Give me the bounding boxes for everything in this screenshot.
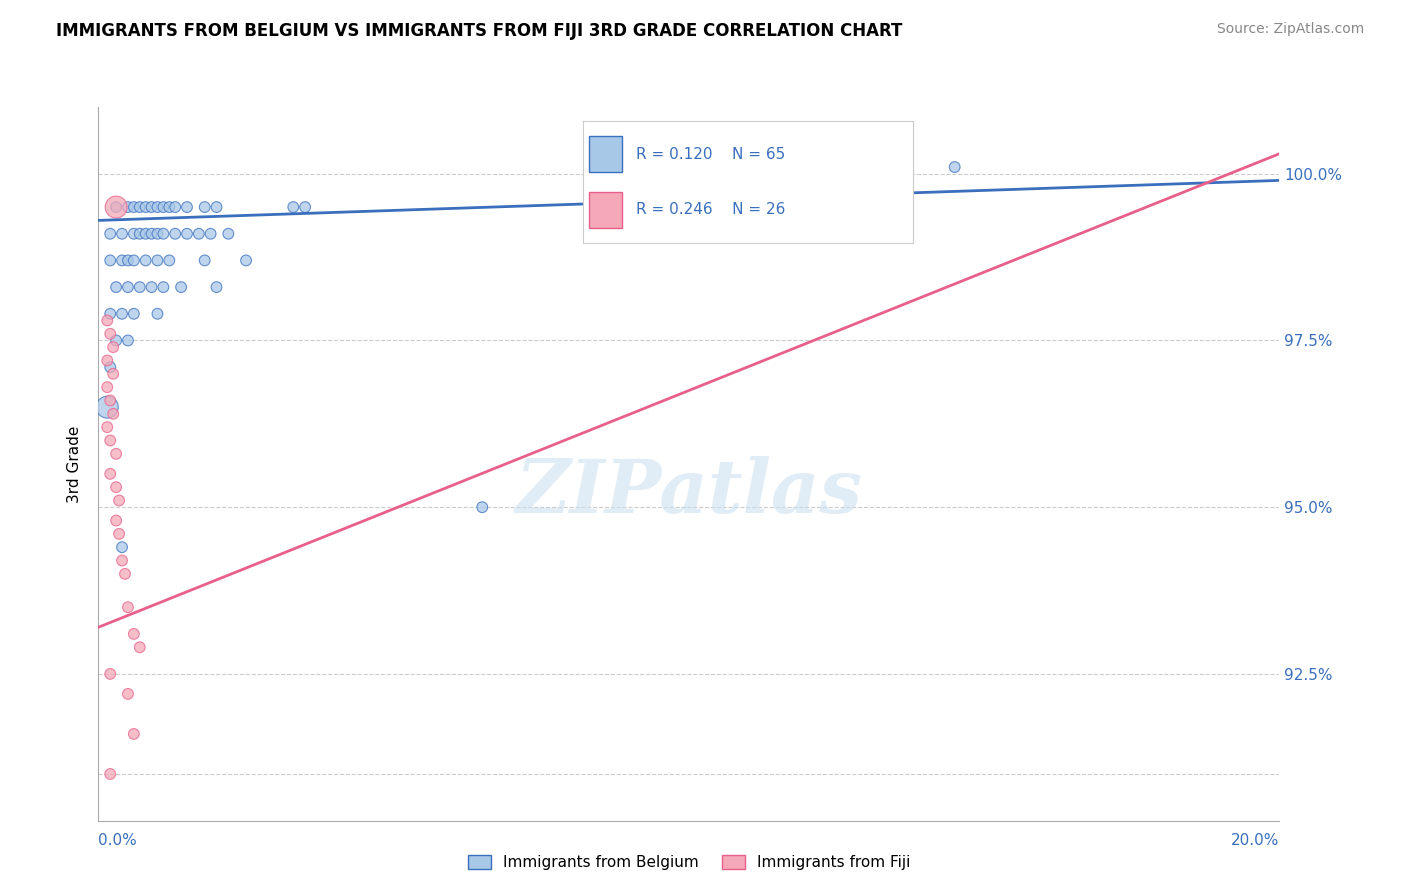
Immigrants from Belgium: [117, 280, 139, 294]
Immigrants from Fiji: [98, 667, 121, 681]
Immigrants from Belgium: [146, 253, 169, 268]
Immigrants from Fiji: [117, 687, 139, 701]
Immigrants from Belgium: [146, 200, 169, 214]
Immigrants from Fiji: [103, 367, 125, 381]
Text: 20.0%: 20.0%: [1232, 832, 1279, 847]
Immigrants from Fiji: [114, 566, 136, 581]
Immigrants from Fiji: [105, 480, 128, 494]
Immigrants from Fiji: [105, 514, 128, 528]
Immigrants from Belgium: [146, 307, 169, 321]
Immigrants from Belgium: [135, 227, 157, 241]
Immigrants from Belgium: [170, 280, 193, 294]
Immigrants from Fiji: [108, 527, 131, 541]
Immigrants from Belgium: [98, 307, 121, 321]
Legend: Immigrants from Belgium, Immigrants from Fiji: Immigrants from Belgium, Immigrants from…: [468, 855, 910, 870]
Immigrants from Belgium: [111, 307, 134, 321]
Immigrants from Belgium: [283, 200, 305, 214]
Immigrants from Belgium: [117, 253, 139, 268]
Immigrants from Fiji: [96, 313, 118, 327]
Immigrants from Belgium: [122, 307, 145, 321]
Immigrants from Belgium: [194, 253, 217, 268]
Immigrants from Fiji: [128, 640, 150, 655]
Immigrants from Belgium: [122, 227, 145, 241]
Immigrants from Belgium: [111, 540, 134, 554]
Immigrants from Belgium: [117, 334, 139, 348]
Immigrants from Belgium: [135, 200, 157, 214]
Immigrants from Belgium: [96, 400, 118, 414]
Immigrants from Belgium: [194, 200, 217, 214]
Immigrants from Belgium: [141, 227, 163, 241]
Immigrants from Fiji: [103, 340, 125, 354]
Immigrants from Belgium: [165, 200, 187, 214]
Immigrants from Belgium: [98, 227, 121, 241]
Text: IMMIGRANTS FROM BELGIUM VS IMMIGRANTS FROM FIJI 3RD GRADE CORRELATION CHART: IMMIGRANTS FROM BELGIUM VS IMMIGRANTS FR…: [56, 22, 903, 40]
Immigrants from Fiji: [98, 467, 121, 481]
Text: ZIPatlas: ZIPatlas: [516, 456, 862, 529]
Immigrants from Fiji: [105, 447, 128, 461]
Immigrants from Fiji: [98, 326, 121, 341]
Immigrants from Fiji: [98, 767, 121, 781]
Immigrants from Fiji: [96, 353, 118, 368]
Immigrants from Fiji: [111, 553, 134, 567]
Immigrants from Belgium: [146, 227, 169, 241]
Immigrants from Belgium: [152, 227, 174, 241]
Immigrants from Belgium: [98, 360, 121, 375]
Immigrants from Belgium: [294, 200, 316, 214]
Immigrants from Fiji: [122, 627, 145, 641]
Immigrants from Belgium: [135, 253, 157, 268]
Immigrants from Belgium: [157, 200, 180, 214]
Immigrants from Fiji: [108, 493, 131, 508]
Immigrants from Belgium: [165, 227, 187, 241]
Immigrants from Fiji: [98, 434, 121, 448]
Immigrants from Belgium: [141, 200, 163, 214]
Immigrants from Fiji: [117, 600, 139, 615]
Immigrants from Belgium: [122, 200, 145, 214]
Immigrants from Fiji: [96, 420, 118, 434]
Immigrants from Belgium: [187, 227, 209, 241]
Immigrants from Belgium: [217, 227, 239, 241]
Immigrants from Belgium: [117, 200, 139, 214]
Immigrants from Belgium: [122, 253, 145, 268]
Immigrants from Belgium: [128, 227, 150, 241]
Immigrants from Belgium: [128, 280, 150, 294]
Immigrants from Belgium: [105, 334, 128, 348]
Immigrants from Belgium: [152, 200, 174, 214]
Immigrants from Belgium: [471, 500, 494, 515]
Immigrants from Belgium: [111, 253, 134, 268]
Y-axis label: 3rd Grade: 3rd Grade: [67, 425, 83, 502]
Text: 0.0%: 0.0%: [98, 832, 138, 847]
Text: Source: ZipAtlas.com: Source: ZipAtlas.com: [1216, 22, 1364, 37]
Immigrants from Fiji: [122, 727, 145, 741]
Immigrants from Belgium: [943, 160, 966, 174]
Immigrants from Belgium: [128, 200, 150, 214]
Immigrants from Fiji: [96, 380, 118, 394]
Immigrants from Belgium: [205, 280, 228, 294]
Immigrants from Belgium: [176, 200, 198, 214]
Immigrants from Belgium: [157, 253, 180, 268]
Immigrants from Belgium: [176, 227, 198, 241]
Immigrants from Fiji: [98, 393, 121, 408]
Immigrants from Fiji: [103, 407, 125, 421]
Immigrants from Belgium: [152, 280, 174, 294]
Immigrants from Belgium: [205, 200, 228, 214]
Immigrants from Belgium: [98, 253, 121, 268]
Immigrants from Belgium: [235, 253, 257, 268]
Immigrants from Belgium: [111, 227, 134, 241]
Immigrants from Belgium: [105, 200, 128, 214]
Immigrants from Fiji: [105, 200, 128, 214]
Immigrants from Belgium: [200, 227, 222, 241]
Immigrants from Belgium: [141, 280, 163, 294]
Immigrants from Belgium: [105, 280, 128, 294]
